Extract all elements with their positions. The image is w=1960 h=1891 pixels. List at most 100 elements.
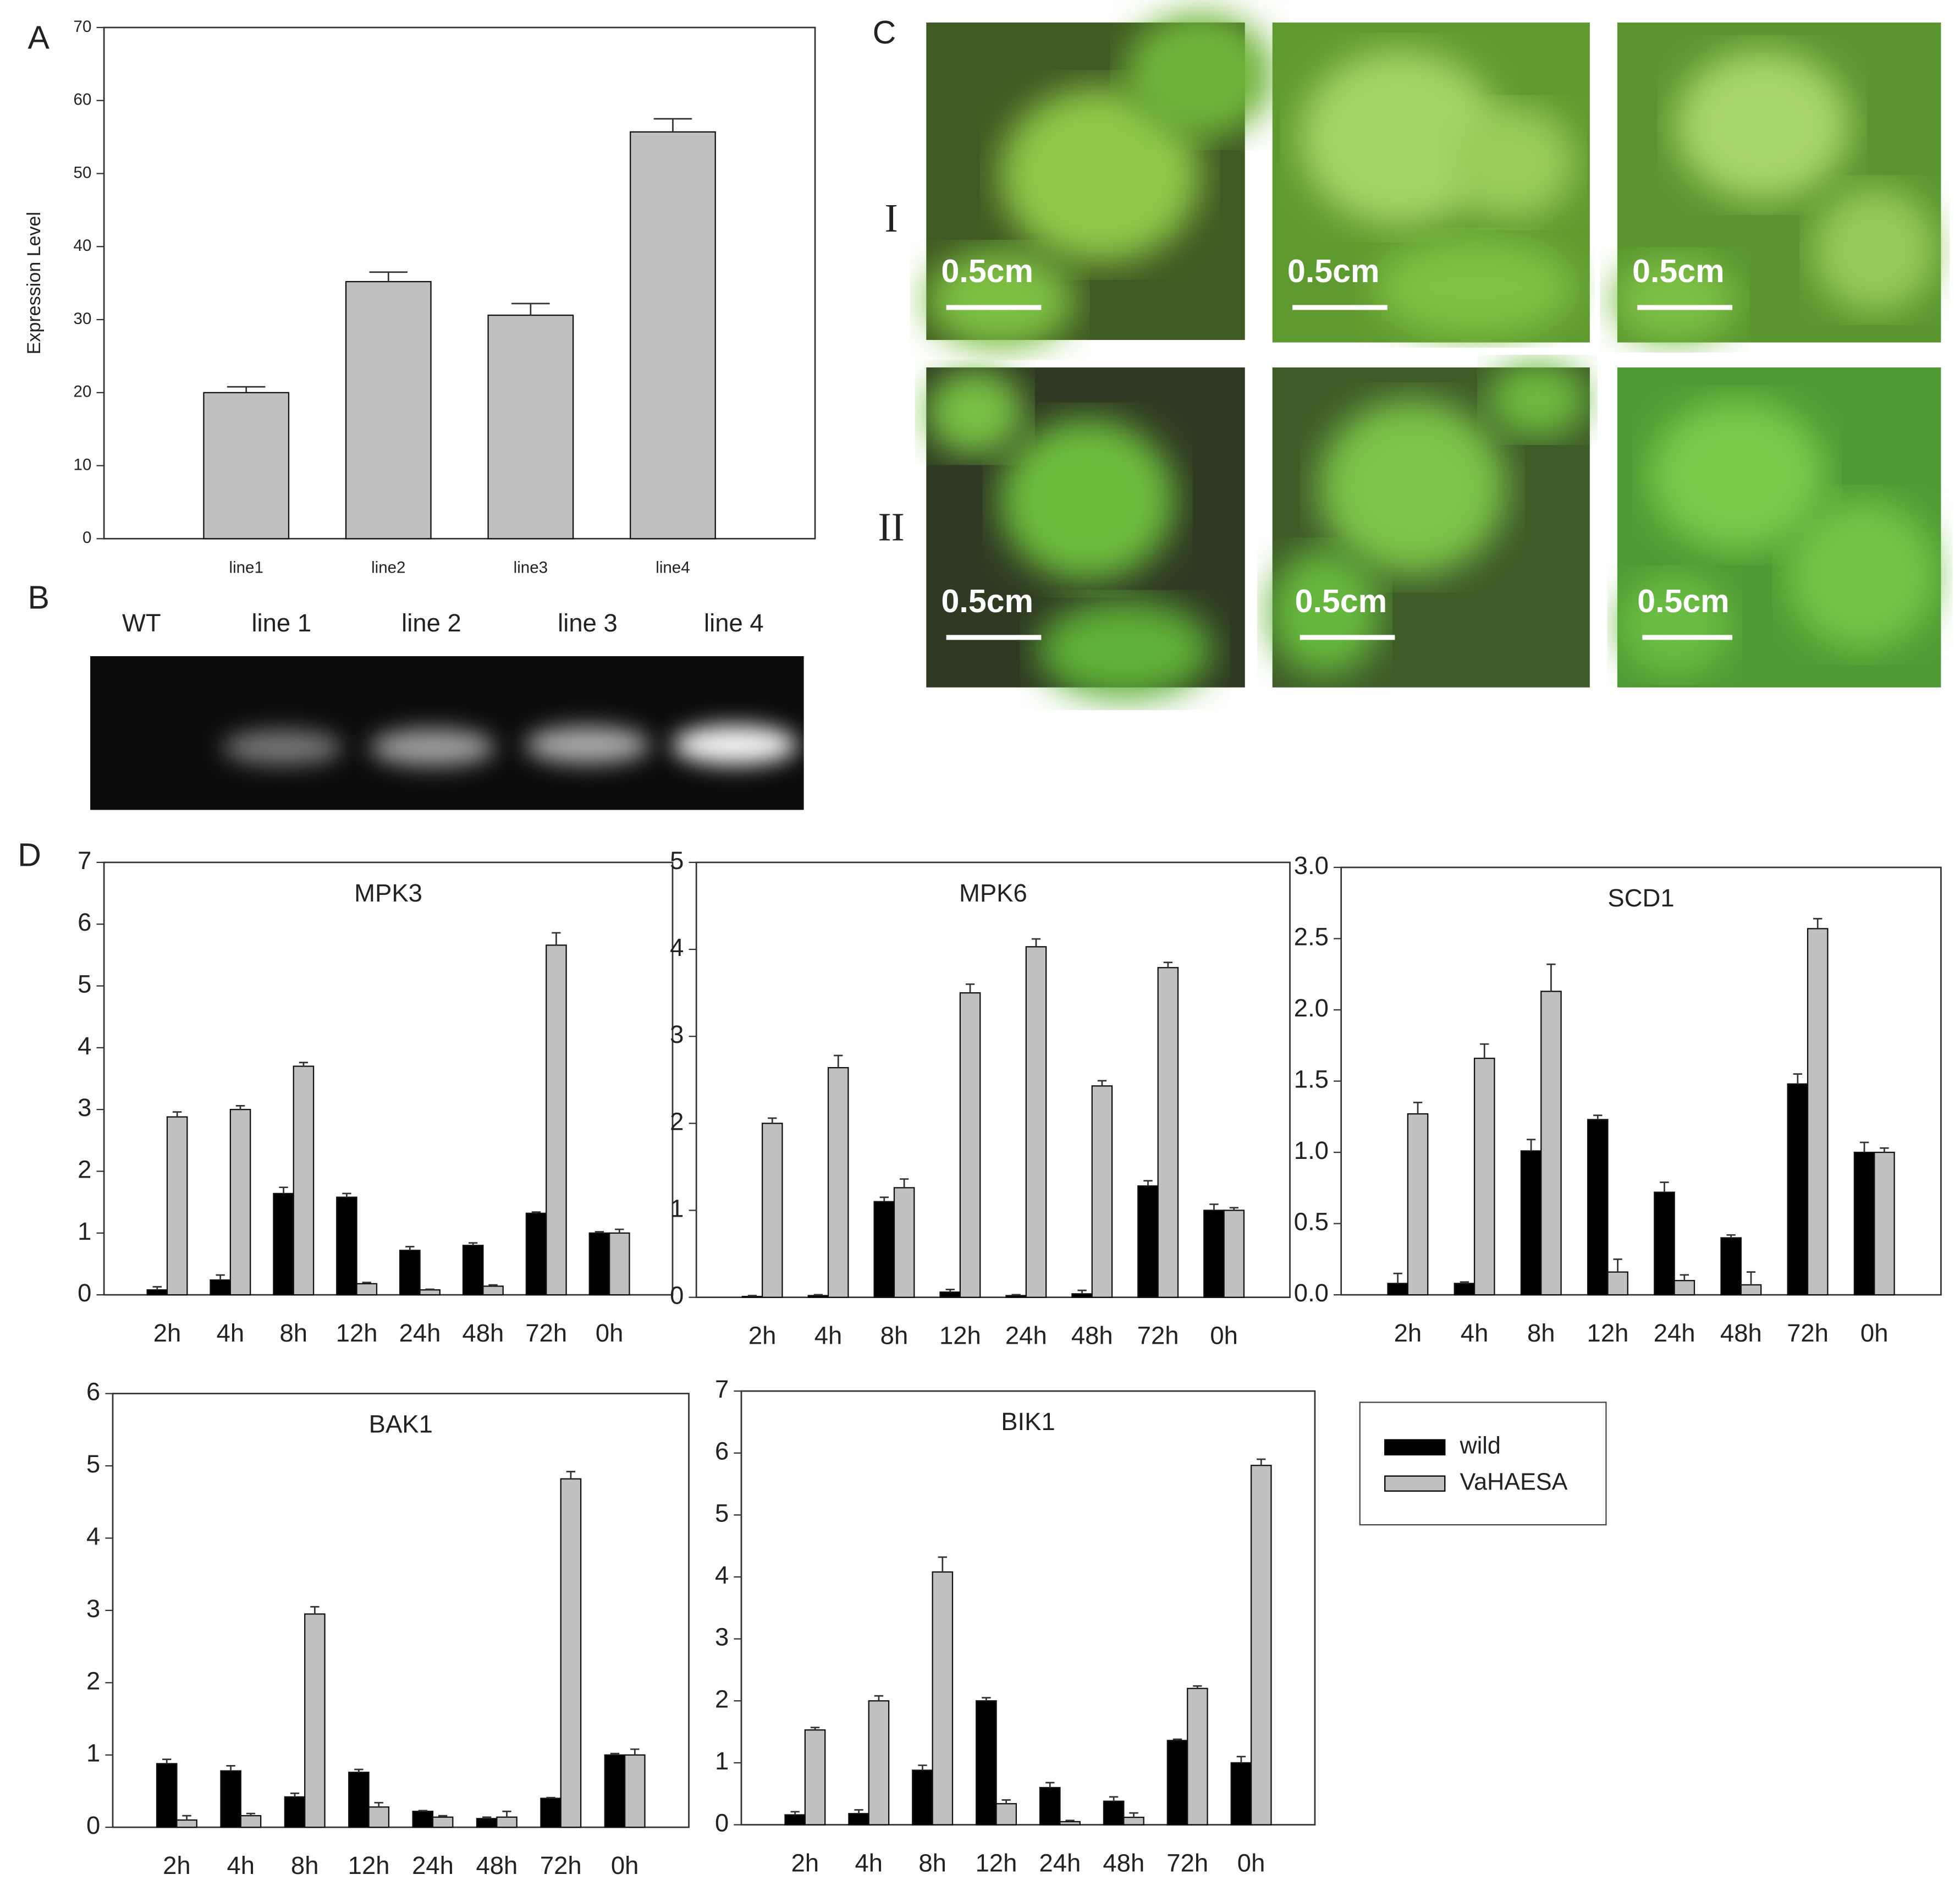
- scale-label: 0.5cm: [1632, 253, 1724, 289]
- x-tick-label: line2: [371, 559, 405, 577]
- x-tick-label: 48h: [1071, 1321, 1113, 1349]
- x-tick-label: 72h: [525, 1319, 567, 1347]
- bar: [1720, 1237, 1742, 1296]
- bar: [624, 1754, 646, 1828]
- bar: [1787, 1083, 1809, 1296]
- error-bar: [1660, 1181, 1669, 1192]
- y-tick-label: 0.0: [1294, 1279, 1329, 1307]
- x-tick-label: 48h: [476, 1851, 517, 1879]
- error-bar: [1546, 963, 1556, 992]
- y-tick-label: 2: [78, 1155, 91, 1183]
- x-tick-label: 4h: [217, 1319, 245, 1347]
- bar: [476, 1818, 498, 1828]
- error-bar: [945, 1289, 955, 1293]
- error-bar: [834, 1054, 843, 1068]
- error-bar: [531, 1211, 541, 1213]
- error-bar: [1077, 1289, 1087, 1294]
- bar: [293, 1065, 315, 1296]
- lane-label: line 3: [558, 609, 618, 637]
- x-tick-label: 72h: [1166, 1849, 1208, 1877]
- bar: [487, 314, 574, 540]
- y-tick-label: 3: [715, 1623, 729, 1651]
- error-bar: [226, 1765, 235, 1771]
- y-tick-label: 2.5: [1294, 923, 1329, 951]
- bar: [604, 1754, 626, 1828]
- y-tick-label: 5: [78, 970, 91, 998]
- y-tick-label: 5: [86, 1450, 100, 1478]
- error-bar: [1859, 1141, 1869, 1153]
- bar: [608, 1232, 630, 1296]
- bar: [1137, 1185, 1159, 1298]
- error-bar: [1746, 1271, 1756, 1285]
- error-bar: [246, 1812, 256, 1816]
- error-bar: [1393, 1272, 1402, 1284]
- chart-title: MPK3: [354, 879, 422, 907]
- error-bar: [546, 1796, 555, 1799]
- bar: [784, 1814, 806, 1826]
- chart-title: SCD1: [1607, 884, 1674, 912]
- error-bar: [216, 1274, 225, 1280]
- x-tick-label: 12h: [939, 1321, 981, 1349]
- error-bar: [482, 1816, 492, 1819]
- row-label: II: [878, 504, 904, 549]
- x-tick-label: 24h: [1039, 1849, 1081, 1877]
- y-tick-label: 0: [670, 1282, 684, 1310]
- error-bar: [290, 1792, 300, 1797]
- scale-label: 0.5cm: [942, 253, 1033, 289]
- bar: [893, 1187, 915, 1298]
- error-bar: [1193, 1685, 1202, 1689]
- x-tick-label: 24h: [399, 1319, 441, 1347]
- x-tick-label: 2h: [748, 1321, 777, 1349]
- error-bar: [813, 1294, 823, 1296]
- legend-swatch: [1384, 1439, 1446, 1456]
- plot-frame: [1340, 866, 1942, 1296]
- error-bar: [1097, 1080, 1107, 1086]
- chart-title: MPK6: [959, 879, 1027, 907]
- error-bar: [172, 1111, 182, 1117]
- bar: [146, 1289, 168, 1296]
- y-tick-label: 2.0: [1294, 994, 1329, 1022]
- bar: [1091, 1085, 1113, 1298]
- error-bar: [1726, 1234, 1736, 1238]
- y-tick-label: 2: [715, 1685, 729, 1713]
- bar: [345, 281, 432, 540]
- y-tick-label: 4: [78, 1032, 91, 1060]
- scale-label: 0.5cm: [1295, 583, 1387, 619]
- y-tick-label: 60: [74, 91, 92, 109]
- bar: [210, 1279, 232, 1296]
- x-tick-label: 24h: [1005, 1321, 1047, 1349]
- chart: 0 1 2 3 4 5 MPK6 2h 4h 8h 12h 24h 48h 72h 0h: [670, 846, 1291, 1349]
- error-bar: [1031, 938, 1041, 947]
- bar: [284, 1796, 306, 1828]
- bar: [1230, 1762, 1252, 1826]
- scale-label: 0.5cm: [1287, 253, 1379, 289]
- chart: 0 10 20 30 40 50 60 70 Expression Level line1 line…: [24, 18, 816, 577]
- error-bar: [938, 1556, 948, 1572]
- bar: [399, 1250, 421, 1296]
- bar: [540, 1797, 561, 1828]
- chart-title: BAK1: [369, 1410, 433, 1438]
- bar: [482, 1285, 504, 1296]
- bar: [525, 1212, 547, 1296]
- bar: [1039, 1786, 1061, 1826]
- bar: [868, 1700, 890, 1826]
- x-tick-label: 0h: [596, 1319, 624, 1347]
- plot-frame: [740, 1390, 1316, 1826]
- error-bar: [369, 271, 408, 282]
- y-tick-label: 1: [670, 1195, 684, 1223]
- bar: [1454, 1283, 1475, 1296]
- error-bar: [768, 1117, 777, 1124]
- error-bar: [342, 1192, 351, 1197]
- bar: [496, 1816, 517, 1828]
- bar: [1807, 928, 1829, 1296]
- y-tick-label: 6: [78, 908, 91, 936]
- x-tick-label: line4: [656, 559, 690, 577]
- bar: [1250, 1465, 1272, 1826]
- bar: [741, 1295, 763, 1298]
- bar: [807, 1295, 829, 1298]
- error-bar: [1143, 1180, 1153, 1186]
- x-tick-label: 48h: [462, 1319, 504, 1347]
- error-bar: [374, 1802, 383, 1807]
- y-tick-label: 4: [715, 1561, 729, 1589]
